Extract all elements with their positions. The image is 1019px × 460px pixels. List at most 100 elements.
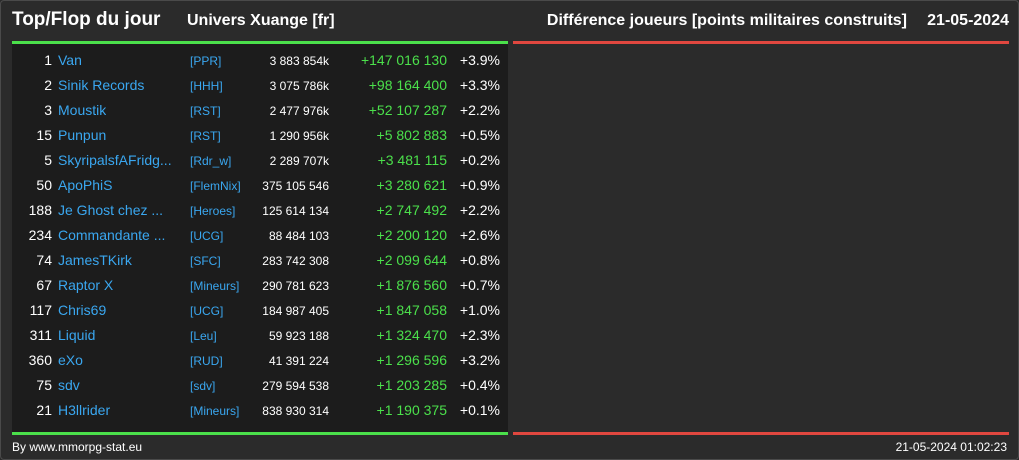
rank-cell: 67	[36, 277, 52, 293]
player-name-link[interactable]: JamesTKirk	[58, 252, 132, 268]
difference-cell: +2 099 644	[376, 252, 447, 268]
player-name-link[interactable]: Commandante ...	[58, 227, 166, 243]
difference-cell: +147 016 130	[360, 52, 447, 68]
percent-cell: +3.3%	[459, 77, 500, 93]
top-divider-green	[12, 41, 508, 44]
table-row: 15 Punpun [RST] 1 290 956k +5 802 883 +0.5%	[12, 123, 508, 148]
rank-cell: 234	[28, 227, 52, 243]
percent-cell: +0.2%	[459, 152, 500, 168]
alliance-link[interactable]: [sdv]	[190, 379, 216, 393]
percent-cell: +3.2%	[459, 352, 500, 368]
alliance-link[interactable]: [Rdr_w]	[190, 154, 232, 168]
rank-cell: 5	[44, 152, 52, 168]
rank-cell: 360	[28, 352, 52, 368]
difference-cell: +3 481 115	[377, 152, 447, 168]
percent-cell: +0.8%	[459, 252, 500, 268]
alliance-link[interactable]: [RUD]	[190, 354, 223, 368]
difference-cell: +98 164 400	[368, 77, 447, 93]
rank-cell: 2	[44, 77, 52, 93]
rank-cell: 117	[29, 302, 52, 318]
rank-cell: 311	[29, 327, 52, 343]
player-name-link[interactable]: eXo	[58, 352, 83, 368]
percent-cell: +2.6%	[459, 227, 500, 243]
alliance-link[interactable]: [UCG]	[190, 229, 224, 243]
bottom-divider-green	[12, 432, 508, 435]
difference-cell: +1 190 375	[376, 402, 447, 418]
points-cell: 283 742 308	[262, 254, 329, 268]
percent-cell: +0.5%	[459, 127, 500, 143]
alliance-link[interactable]: [RST]	[190, 104, 221, 118]
alliance-link[interactable]: [Mineurs]	[190, 279, 240, 293]
player-name-link[interactable]: sdv	[58, 377, 80, 393]
table-row: 74 JamesTKirk [SFC] 283 742 308 +2 099 644 +0…	[12, 248, 508, 273]
points-cell: 2 289 707k	[269, 154, 329, 168]
points-cell: 59 923 188	[268, 329, 329, 343]
percent-cell: +0.1%	[459, 402, 500, 418]
table-row: 188 Je Ghost chez ... [Heroes] 125 614 134 +…	[12, 198, 508, 223]
difference-cell: +1 296 596	[376, 352, 447, 368]
player-name-link[interactable]: ApoPhiS	[58, 177, 113, 193]
alliance-link[interactable]: [UCG]	[190, 304, 224, 318]
rank-cell: 21	[36, 402, 52, 418]
player-name-link[interactable]: Sinik Records	[58, 77, 145, 93]
alliance-link[interactable]: [SFC]	[190, 254, 221, 268]
points-cell: 290 781 623	[262, 279, 329, 293]
points-cell: 184 987 405	[262, 304, 329, 318]
difference-cell: +2 200 120	[376, 227, 447, 243]
difference-cell: +5 802 883	[376, 127, 447, 143]
difference-cell: +52 107 287	[368, 102, 447, 118]
source-credit[interactable]: By www.mmorpg-stat.eu	[12, 440, 143, 454]
player-name-link[interactable]: Raptor X	[58, 277, 114, 293]
player-name-link[interactable]: Liquid	[58, 327, 96, 343]
table-row: 234 Commandante ... [UCG] 88 484 103 +2 200 …	[12, 223, 508, 248]
rank-cell: 15	[36, 127, 52, 143]
alliance-link[interactable]: [HHH]	[190, 79, 223, 93]
points-cell: 3 075 786k	[269, 79, 329, 93]
player-name-link[interactable]: SkyripalsfAFridg...	[58, 152, 172, 168]
alliance-link[interactable]: [PPR]	[190, 54, 222, 68]
table-row: 5 SkyripalsfAFridg... [Rdr_w] 2 289 707k +3 …	[12, 148, 508, 173]
alliance-link[interactable]: [Leu]	[190, 329, 217, 343]
table-row: 67 Raptor X [Mineurs] 290 781 623 +1 876 560…	[12, 273, 508, 298]
rank-cell: 3	[44, 102, 52, 118]
alliance-link[interactable]: [FlemNix]	[190, 179, 241, 193]
rank-cell: 188	[28, 202, 52, 218]
alliance-link[interactable]: [RST]	[190, 129, 221, 143]
top-gainers-list: 1 Van [PPR] 3 883 854k +147 016 130 +3.9% 2 Sin…	[12, 48, 508, 423]
points-cell: 3 883 854k	[269, 54, 329, 68]
table-row: 21 H3llrider [Mineurs] 838 930 314 +1 190 37…	[12, 398, 508, 423]
page-title: Top/Flop du jour	[12, 9, 161, 30]
rank-cell: 74	[36, 252, 52, 268]
bottom-divider-red	[513, 432, 1009, 435]
date-label: 21-05-2024	[927, 12, 1009, 29]
player-name-link[interactable]: Chris69	[58, 302, 107, 318]
table-row: 1 Van [PPR] 3 883 854k +147 016 130 +3.9%	[12, 48, 508, 73]
alliance-link[interactable]: [Heroes]	[190, 204, 236, 218]
difference-cell: +1 203 285	[376, 377, 447, 393]
percent-cell: +2.3%	[459, 327, 500, 343]
percent-cell: +3.9%	[459, 52, 500, 68]
player-name-link[interactable]: Punpun	[58, 127, 107, 143]
metric-label: Différence joueurs [points militaires co…	[546, 12, 907, 29]
player-name-link[interactable]: Je Ghost chez ...	[58, 202, 164, 218]
player-name-link[interactable]: H3llrider	[58, 402, 111, 418]
difference-cell: +3 280 621	[376, 177, 447, 193]
points-cell: 375 105 546	[262, 179, 329, 193]
rank-cell: 50	[36, 177, 52, 193]
points-cell: 88 484 103	[268, 229, 329, 243]
percent-cell: +0.9%	[459, 177, 500, 193]
difference-cell: +1 324 470	[376, 327, 447, 343]
table-row: 117 Chris69 [UCG] 184 987 405 +1 847 058 +1.0…	[12, 298, 508, 323]
difference-cell: +2 747 492	[376, 202, 447, 218]
header: Top/Flop du jour Univers Xuange [fr] Dif…	[1, 1, 1019, 41]
player-name-link[interactable]: Van	[58, 52, 82, 68]
table-row: 360 eXo [RUD] 41 391 224 +1 296 596 +3.2%	[12, 348, 508, 373]
points-cell: 125 614 134	[262, 204, 329, 218]
top-gainers-panel: 1 Van [PPR] 3 883 854k +147 016 130 +3.9% 2 Sin…	[12, 44, 508, 432]
top-divider-red	[513, 41, 1009, 44]
percent-cell: +2.2%	[459, 202, 500, 218]
player-name-link[interactable]: Moustik	[58, 102, 107, 118]
points-cell: 41 391 224	[268, 354, 329, 368]
alliance-link[interactable]: [Mineurs]	[190, 404, 240, 418]
